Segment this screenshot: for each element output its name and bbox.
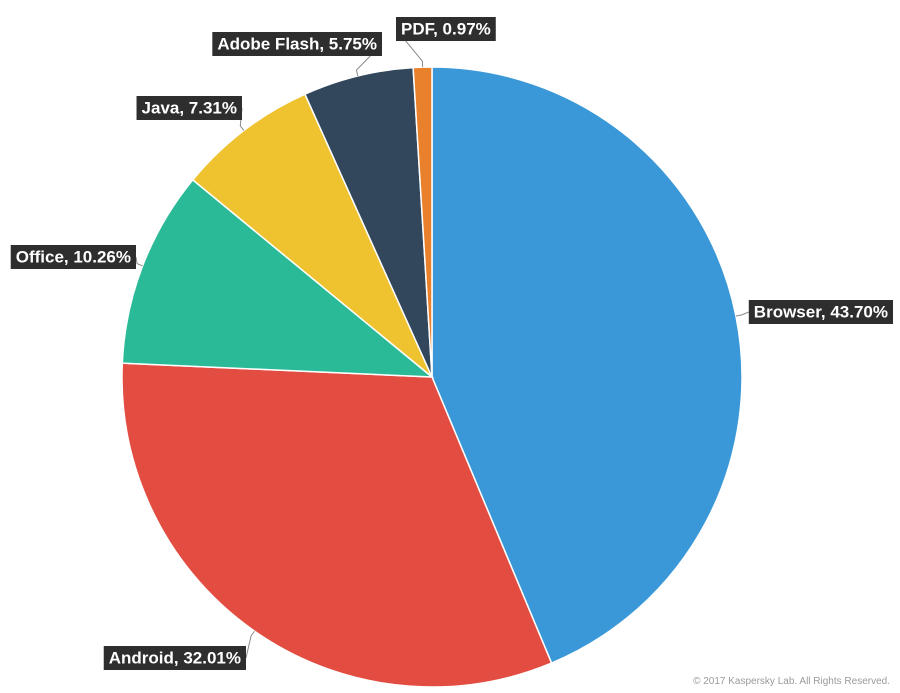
slice-label-box-office (10, 245, 136, 269)
leader-line-office (135, 256, 143, 267)
slice-label-android: Android, 32.01% (109, 649, 241, 668)
slice-label-pdf: PDF, 0.97% (401, 20, 491, 39)
pie-slice-pdf (412, 66, 433, 378)
slice-label-office: Office, 10.26% (16, 248, 131, 267)
slice-label-box-android (103, 646, 246, 670)
slice-label-java: Java, 7.31% (142, 99, 237, 118)
slice-label-adobe-flash: Adobe Flash, 5.75% (217, 35, 377, 54)
slice-label-box-pdf (396, 17, 496, 41)
copyright-notice: © 2017 Kaspersky Lab. All Rights Reserve… (693, 676, 890, 687)
leader-line-android (245, 630, 255, 659)
slice-label-box-java (136, 96, 242, 120)
slice-label-browser: Browser, 43.70% (754, 303, 888, 322)
slice-label-box-browser (748, 300, 893, 324)
leader-line-browser (735, 311, 749, 317)
slice-label-box-adobe-flash (212, 32, 382, 56)
pie-labels: Browser, 43.70% Android, 32.01% Office, 10… (10, 17, 893, 670)
pie-slice-browser (431, 66, 743, 665)
pie-slices (121, 66, 743, 688)
pie-slice-android (121, 362, 553, 688)
